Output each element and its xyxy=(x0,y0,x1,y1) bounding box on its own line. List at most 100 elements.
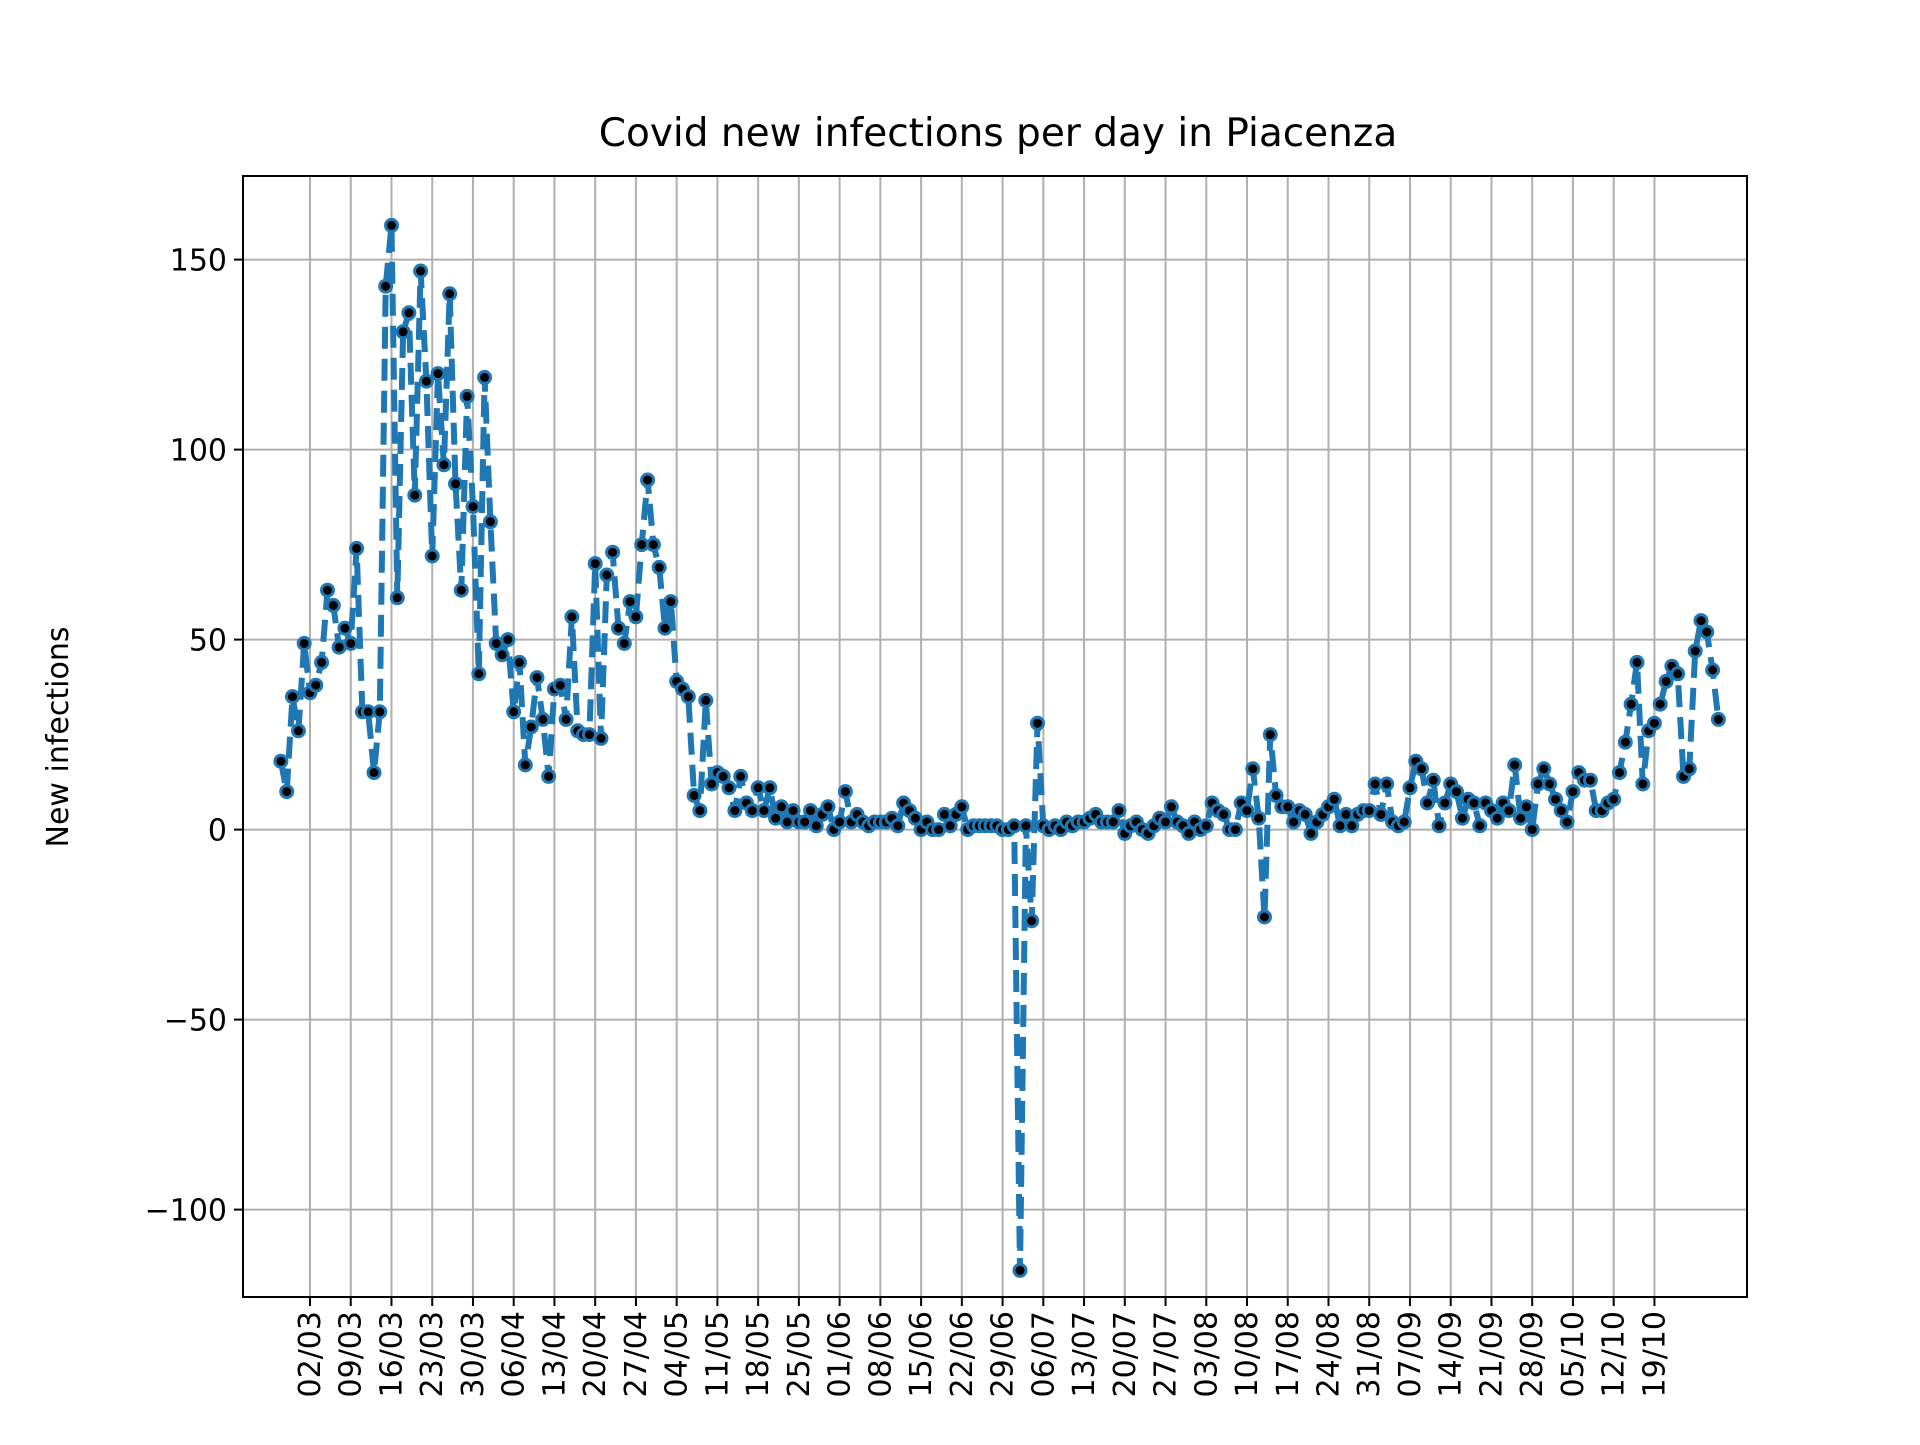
y-tick-label: −100 xyxy=(145,1194,227,1229)
data-point xyxy=(308,677,324,693)
data-point xyxy=(1024,913,1040,929)
data-point xyxy=(587,556,603,572)
data-point xyxy=(453,582,469,598)
data-point xyxy=(1262,727,1278,743)
data-point xyxy=(349,540,365,556)
data-point xyxy=(1163,799,1179,815)
data-point xyxy=(1326,791,1342,807)
data-point xyxy=(1710,711,1726,727)
data-point xyxy=(1198,818,1214,834)
data-point xyxy=(756,803,772,819)
data-point xyxy=(273,753,289,769)
x-tick-label: 16/03 xyxy=(374,1311,409,1397)
x-tick-label: 07/09 xyxy=(1393,1311,1428,1397)
data-point xyxy=(541,768,557,784)
data-point xyxy=(378,278,394,294)
data-point xyxy=(698,692,714,708)
data-point xyxy=(413,263,429,279)
x-tick-label: 17/08 xyxy=(1271,1311,1306,1397)
data-point xyxy=(721,780,737,796)
data-point xyxy=(337,620,353,636)
y-tick-label: 50 xyxy=(189,624,227,659)
data-point xyxy=(471,666,487,682)
data-point xyxy=(523,719,539,735)
data-point xyxy=(1379,776,1395,792)
data-point xyxy=(1489,810,1505,826)
data-point xyxy=(1239,803,1255,819)
y-axis-label: New infections xyxy=(41,627,76,848)
data-point xyxy=(1111,803,1127,819)
data-point xyxy=(820,799,836,815)
data-point xyxy=(1454,810,1470,826)
data-point xyxy=(1245,761,1261,777)
data-point xyxy=(418,373,434,389)
x-tick-label: 28/09 xyxy=(1515,1311,1550,1397)
x-tick-label: 06/07 xyxy=(1026,1311,1061,1397)
x-tick-label: 15/06 xyxy=(904,1311,939,1397)
data-point xyxy=(1518,799,1534,815)
data-point xyxy=(628,609,644,625)
x-tick-label: 18/05 xyxy=(741,1311,776,1397)
data-point xyxy=(372,704,388,720)
data-point xyxy=(325,597,341,613)
data-point xyxy=(279,784,295,800)
data-point xyxy=(1705,662,1721,678)
x-tick-label: 11/05 xyxy=(700,1311,735,1397)
data-point xyxy=(733,768,749,784)
data-point xyxy=(343,635,359,651)
data-point xyxy=(389,590,405,606)
data-point xyxy=(1635,776,1651,792)
data-point xyxy=(1652,696,1668,712)
data-point xyxy=(1542,776,1558,792)
data-point xyxy=(704,776,720,792)
data-point xyxy=(1548,791,1563,807)
data-point xyxy=(1629,654,1645,670)
data-point xyxy=(494,647,510,663)
x-tick-label: 13/04 xyxy=(537,1311,572,1397)
data-point xyxy=(651,559,667,575)
x-tick-label: 24/08 xyxy=(1312,1311,1347,1397)
data-point xyxy=(1565,784,1581,800)
data-point xyxy=(803,803,818,819)
x-tick-label: 25/05 xyxy=(782,1311,817,1397)
data-point xyxy=(384,217,399,233)
data-point xyxy=(1227,822,1243,838)
data-point xyxy=(1414,761,1430,777)
data-point xyxy=(430,366,446,382)
data-point xyxy=(500,632,516,648)
data-point xyxy=(1373,806,1389,822)
data-point xyxy=(442,286,458,302)
data-point xyxy=(535,711,551,727)
data-point xyxy=(459,388,475,404)
data-point xyxy=(1437,795,1453,811)
data-point xyxy=(366,765,382,781)
x-tick-label: 10/08 xyxy=(1230,1311,1265,1397)
data-point xyxy=(506,704,522,720)
x-tick-label: 04/05 xyxy=(660,1311,695,1397)
data-point xyxy=(1507,757,1523,773)
data-point xyxy=(395,324,411,340)
data-point xyxy=(1297,806,1313,822)
data-point xyxy=(1693,613,1709,629)
data-point xyxy=(1472,818,1488,834)
data-point xyxy=(1536,761,1552,777)
x-tick-label: 29/06 xyxy=(986,1311,1021,1397)
data-point xyxy=(890,818,906,834)
data-point xyxy=(954,799,970,815)
x-tick-label: 01/06 xyxy=(823,1311,858,1397)
data-point xyxy=(1216,806,1232,822)
data-point xyxy=(314,654,330,670)
data-point xyxy=(808,818,824,834)
data-point xyxy=(1582,772,1598,788)
data-point xyxy=(558,711,574,727)
data-point xyxy=(1419,795,1435,811)
data-point xyxy=(622,594,638,610)
x-tick-label: 22/06 xyxy=(945,1311,980,1397)
data-point xyxy=(1425,772,1441,788)
data-point xyxy=(593,730,609,746)
x-tick-label: 27/07 xyxy=(1149,1311,1184,1397)
data-point xyxy=(517,757,533,773)
data-point xyxy=(564,609,580,625)
